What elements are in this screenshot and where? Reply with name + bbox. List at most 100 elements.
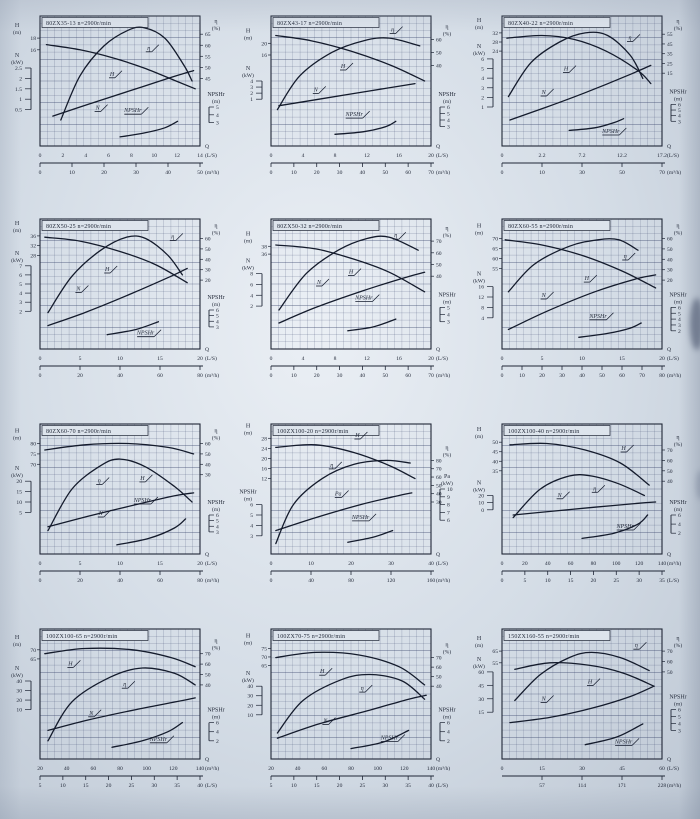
left-axis-h: H(m) 50 45 40 35 (475, 427, 502, 475)
plot-border (501, 628, 663, 760)
chart-svg: 100ZX100-20 n=2900r/minH(m)2824201612NPS… (239, 423, 453, 584)
axis-tick-label: 20 (667, 278, 673, 284)
axis-tick-label: 45 (478, 683, 484, 689)
axis-name-label: η (676, 636, 679, 642)
axis-tick-label: 30 (16, 689, 22, 695)
curve-n: N (52, 69, 195, 117)
axis-tick-label: 18 (30, 36, 36, 42)
axis-tick-label: 24 (492, 49, 498, 55)
axis-tick-label: 120 (635, 561, 644, 567)
curve-path (507, 274, 657, 331)
curve-label: η (394, 233, 397, 239)
axis-tick-label: 32 (30, 244, 36, 250)
axis-tick-label: 20 (37, 766, 43, 772)
axis-tick-label: 20 (348, 561, 354, 567)
curve-label-leader (81, 285, 89, 293)
axis-tick-label: 2 (678, 531, 681, 537)
x-axis-row-1: 0 15 30 45 60 (L/S) (501, 765, 679, 772)
curve-path (514, 651, 650, 702)
axis-tick-label: 4 (216, 113, 219, 119)
axis-unit-label: (kW) (441, 480, 453, 487)
pump-curve-chart: 100ZX100-65 n=2900r/min H (m) 70 65 N (kW) 40 30… (4, 619, 235, 819)
axis-tick-label: 25 (613, 578, 619, 584)
axis-tick-label: 3 (481, 86, 484, 92)
axis-tick-label: 60 (405, 373, 411, 379)
axis-tick-label: 4 (447, 118, 450, 124)
axis-tick-label: 30 (337, 373, 343, 379)
flow-axis-symbol: Q (667, 144, 671, 150)
axis-name-label: H (246, 634, 251, 640)
x-axis-unit: (L/S) (205, 782, 217, 789)
plot-grid (502, 629, 662, 759)
axis-tick-label: 2 (481, 95, 484, 101)
curve-n: N (47, 267, 188, 327)
curve-label: N (95, 106, 101, 112)
pump-curve-chart: 80ZX35-13 n=2900r/min H (m) 18 16 N (kW) 2.5 2 1.… (4, 6, 235, 208)
x-axis-row-1: 0 5 10 15 20 (L/S) (501, 355, 679, 362)
curve-label: H (354, 433, 360, 439)
axis-tick-label: 120 (169, 766, 178, 772)
axis-tick-label: 16 (396, 153, 402, 159)
flow-axis-symbol: Q (667, 347, 671, 353)
axis-tick-label: 8 (447, 503, 450, 509)
axis-tick-label: 228 (658, 783, 667, 789)
plot-border (39, 15, 201, 147)
axis-tick-label: 40 (360, 170, 366, 176)
chart-title: 150ZX160-55 n=2900r/min (508, 634, 579, 640)
curve-npshr: NPSHr (581, 514, 649, 540)
curve-path (334, 120, 397, 135)
axis-tick-label: 65 (492, 649, 498, 655)
curve-path (347, 318, 397, 332)
axis-name-label: N (477, 657, 482, 663)
axis-tick-label: 0 (39, 373, 42, 379)
axis-tick-label: 5 (39, 783, 42, 789)
axis-tick-label: 8 (250, 272, 253, 278)
axis-tick-label: 2 (250, 304, 253, 310)
curve-n: N (509, 685, 655, 724)
right-axis-npshr: NPSHr(m)6 4 2 (438, 708, 455, 745)
axis-tick-label: 40 (579, 373, 585, 379)
axis-tick-label: 60 (667, 458, 673, 464)
axis-tick-label: 4 (250, 523, 253, 529)
axis-tick-label: 30 (636, 578, 642, 584)
axis-tick-label: 171 (618, 783, 627, 789)
curve-label: N (322, 719, 328, 725)
axis-tick-label: 5 (678, 108, 681, 114)
curve-label: η (593, 486, 596, 492)
curve-label-leader (100, 104, 108, 112)
axis-tick-label: 40 (667, 479, 673, 485)
axis-tick-label: 6 (250, 503, 253, 509)
curve-label-leader (589, 274, 598, 283)
plot-grid (502, 16, 662, 146)
axis-name-label: η (445, 226, 448, 232)
curve-h: H (44, 236, 188, 284)
curve-h: H (514, 662, 655, 687)
chart-title-box (503, 630, 611, 641)
axis-tick-label: 24 (261, 446, 267, 452)
axis-tick-label: 35 (405, 783, 411, 789)
axis-tick-label: 40 (165, 170, 171, 176)
curve-label: NPSHr (351, 515, 370, 521)
pump-curve-chart: 150ZX160-55 n=2900r/min H (m) 65 55 N (kW) 60 45… (466, 619, 696, 819)
axis-tick-label: 1 (481, 105, 484, 111)
axis-unit-label: (m) (13, 435, 21, 442)
curve-path (278, 271, 426, 324)
axis-tick-label: 10 (117, 356, 123, 362)
axis-tick-label: 0 (270, 578, 273, 584)
right-axis-eta: η(%)70 60 50 40 (431, 226, 451, 280)
axis-tick-label: 3 (447, 125, 450, 131)
axis-tick-label: 8 (334, 153, 337, 159)
axis-tick-label: 3 (678, 728, 681, 734)
curve-label: Pa (334, 492, 342, 498)
axis-tick-label: 60 (436, 665, 442, 671)
axis-tick-label: 4 (678, 317, 681, 323)
curve-npshr: NPSHr (116, 496, 187, 546)
axis-tick-label: 60 (436, 251, 442, 257)
axis-tick-label: 70 (30, 648, 36, 654)
axis-tick-label: 20 (101, 170, 107, 176)
axis-tick-label: 10 (447, 487, 453, 493)
curve-path (47, 667, 196, 742)
curve-label-leader (321, 278, 330, 287)
curve-label-leader (324, 667, 333, 676)
